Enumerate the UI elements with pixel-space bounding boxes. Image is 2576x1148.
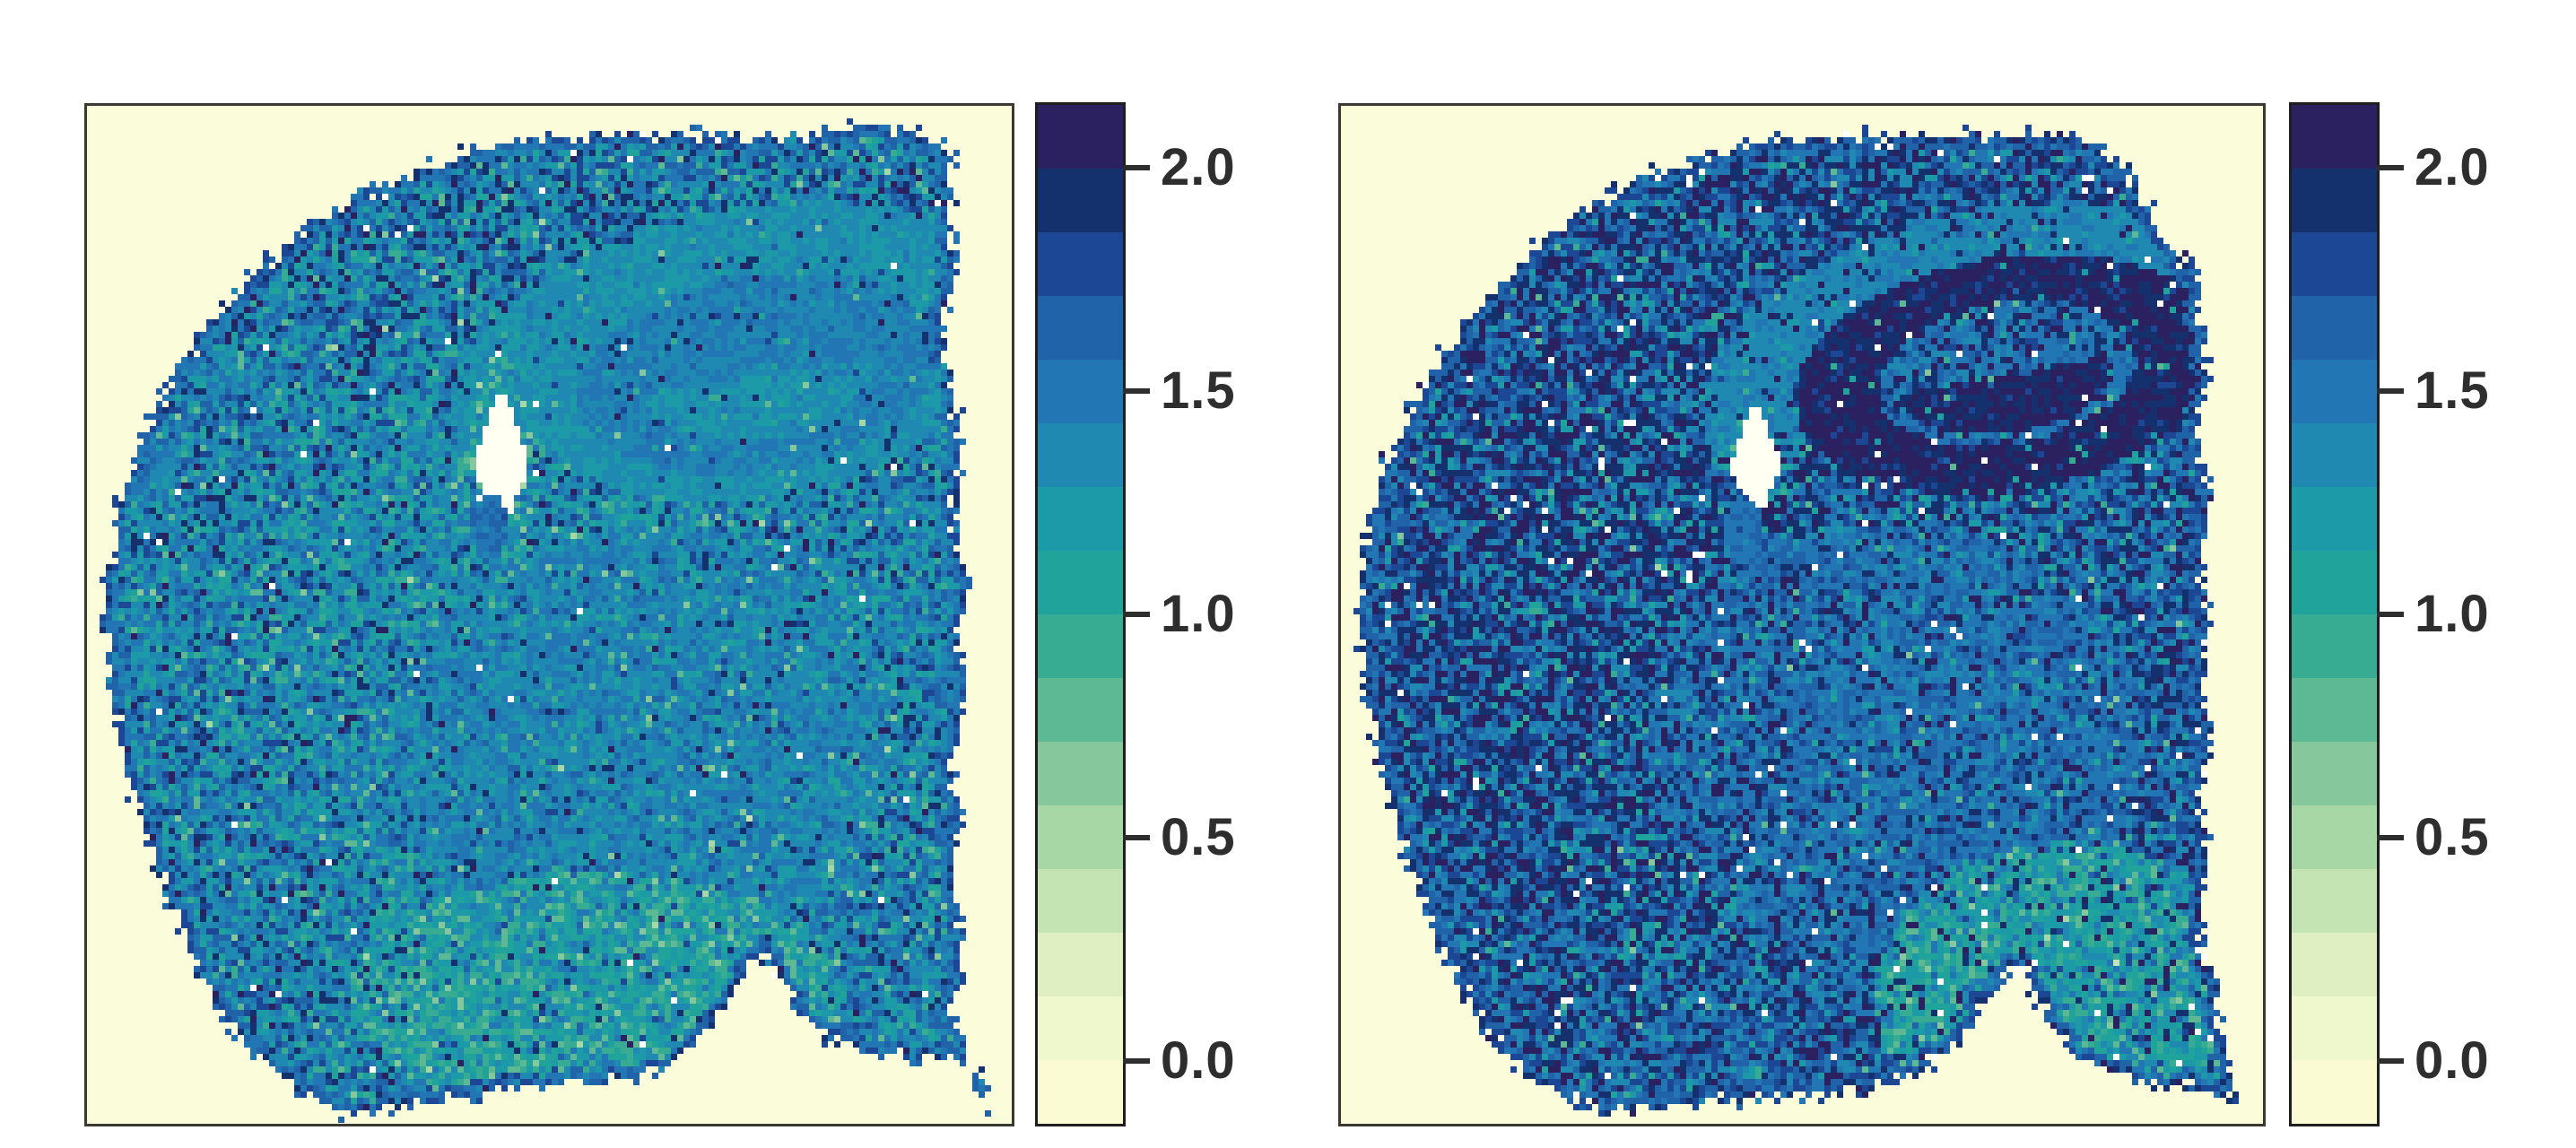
colorbar-right	[2289, 102, 2380, 1126]
colorbar-tick-label: 2.0	[1161, 137, 1236, 196]
heatmap-panel-right	[1338, 103, 2266, 1126]
colorbar-swatch	[2292, 1060, 2377, 1124]
colorbar-tick	[1123, 1058, 1150, 1065]
colorbar-tick-label: 1.5	[2415, 361, 2490, 420]
colorbar-swatch	[2292, 360, 2377, 423]
colorbar-swatch	[1038, 105, 1123, 169]
colorbar-swatch	[2292, 933, 2377, 996]
colorbar-swatch	[2292, 105, 2377, 169]
colorbar-swatch	[1038, 360, 1123, 423]
colorbar-tick	[1123, 387, 1150, 394]
colorbar-swatch	[1038, 296, 1123, 360]
colorbar-tick-label: 0.5	[2415, 808, 2490, 867]
colorbar-swatch	[1038, 169, 1123, 232]
colorbar-swatch	[1038, 678, 1123, 742]
colorbar-swatch	[1038, 805, 1123, 869]
colorbar-tick	[2377, 612, 2404, 617]
colorbar-tick	[2377, 1058, 2404, 1065]
colorbar-swatch	[1038, 423, 1123, 487]
colorbar-swatch	[1038, 1060, 1123, 1124]
colorbar-swatch	[1038, 742, 1123, 805]
colorbar-swatch	[1038, 996, 1123, 1060]
colorbar-tick-label: 2.0	[2415, 137, 2490, 196]
colorbar-left	[1035, 102, 1126, 1126]
colorbar-swatch	[1038, 232, 1123, 296]
colorbar-tick-label: 1.0	[2415, 585, 2490, 643]
brain-heatmap-left	[87, 106, 1012, 1124]
colorbar-swatch	[2292, 678, 2377, 742]
colorbar-tick	[1123, 164, 1150, 170]
colorbar-swatch	[2292, 169, 2377, 232]
colorbar-tick-label: 0.0	[2415, 1031, 2490, 1091]
colorbar-swatch	[2292, 996, 2377, 1060]
colorbar-tick	[1123, 835, 1150, 841]
colorbar-swatch	[2292, 614, 2377, 678]
colorbar-swatch	[2292, 805, 2377, 869]
colorbar-tick-label: 0.5	[1161, 808, 1236, 867]
brain-heatmap-right	[1341, 106, 2263, 1124]
colorbar-swatch	[1038, 933, 1123, 996]
colorbar-swatch	[1038, 487, 1123, 551]
colorbar-swatch	[2292, 487, 2377, 551]
colorbar-swatch	[2292, 296, 2377, 360]
colorbar-tick-label: 1.0	[1161, 585, 1236, 643]
colorbar-swatch	[2292, 742, 2377, 805]
colorbar-tick-label: 1.5	[1161, 361, 1236, 420]
colorbar-swatch	[2292, 869, 2377, 933]
colorbar-tick	[2377, 387, 2404, 394]
colorbar-tick	[1123, 612, 1150, 617]
heatmap-panel-left	[84, 103, 1014, 1126]
colorbar-swatch	[2292, 232, 2377, 296]
colorbar-swatch	[1038, 869, 1123, 933]
colorbar-swatch	[2292, 423, 2377, 487]
colorbar-swatch	[1038, 614, 1123, 678]
colorbar-swatch	[2292, 551, 2377, 614]
colorbar-tick	[2377, 835, 2404, 841]
colorbar-swatch	[1038, 551, 1123, 614]
colorbar-tick	[2377, 164, 2404, 170]
colorbar-tick-label: 0.0	[1161, 1031, 1236, 1091]
